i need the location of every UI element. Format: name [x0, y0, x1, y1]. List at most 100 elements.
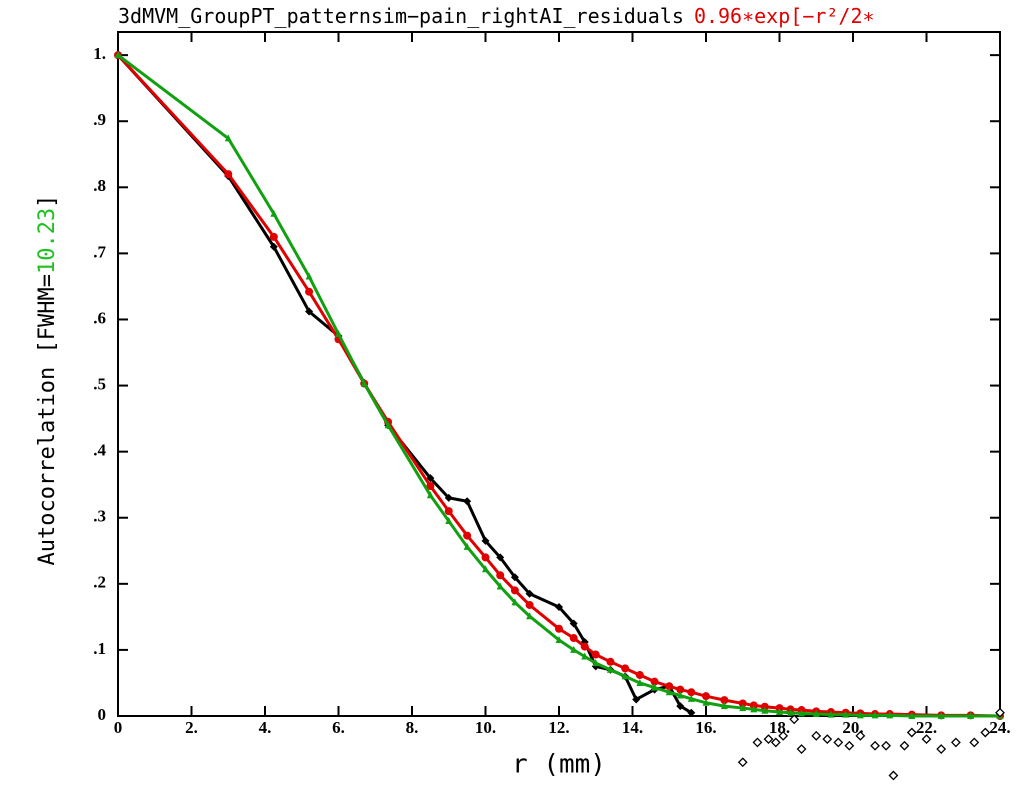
point — [812, 710, 820, 718]
point — [980, 727, 991, 738]
x-tick-label: 10. — [475, 718, 496, 737]
point — [687, 688, 696, 697]
point — [481, 536, 490, 545]
point — [269, 232, 278, 241]
point — [937, 712, 945, 719]
point — [526, 612, 534, 620]
point — [606, 657, 615, 666]
chart-title: 3dMVM_GroupPT_patternsim−pain_rightAI_re… — [118, 4, 875, 28]
fwhm-value: 10.23 — [35, 208, 60, 274]
point — [496, 553, 505, 562]
point — [305, 272, 313, 280]
point — [881, 740, 891, 751]
point — [463, 497, 472, 506]
point — [798, 709, 806, 717]
y-tick-label: .5 — [93, 374, 106, 393]
plot-frame — [117, 31, 1001, 717]
point — [445, 517, 453, 525]
point — [636, 678, 644, 686]
y-tick-label: .2 — [93, 573, 106, 592]
point — [482, 565, 489, 573]
y-axis-label: Autocorrelation [FWHM=10.23] — [35, 195, 60, 566]
point — [796, 744, 807, 754]
point — [676, 702, 685, 711]
point — [511, 598, 519, 606]
point — [496, 571, 505, 580]
y-tick-label: .3 — [93, 507, 106, 526]
point — [463, 531, 472, 540]
y-tick-label: 0 — [98, 705, 107, 724]
point — [827, 710, 835, 718]
y-label-text: Autocorrelation [FWHM= — [35, 274, 60, 565]
point — [950, 737, 961, 748]
point — [463, 542, 471, 550]
point — [763, 734, 774, 745]
point — [967, 712, 975, 719]
point — [761, 706, 769, 714]
point — [224, 170, 233, 179]
point — [525, 600, 534, 609]
point — [270, 209, 278, 217]
x-tick-label: 24. — [989, 718, 1010, 737]
point — [906, 727, 917, 738]
point — [665, 688, 673, 696]
point — [856, 711, 864, 719]
point — [632, 695, 641, 704]
point — [360, 379, 368, 387]
point — [936, 744, 947, 754]
point — [737, 757, 748, 768]
point — [770, 737, 781, 748]
point — [855, 730, 866, 741]
point — [384, 421, 392, 429]
point — [702, 692, 710, 701]
point — [687, 708, 696, 717]
point — [870, 740, 880, 751]
x-tick-label: 0 — [114, 718, 123, 737]
x-tick-label: 6. — [332, 718, 345, 737]
point — [569, 619, 578, 628]
point — [676, 691, 684, 699]
y-tick-label: .7 — [93, 242, 106, 261]
point — [621, 664, 630, 673]
point — [833, 737, 844, 748]
point — [224, 134, 232, 142]
point — [738, 699, 747, 708]
series-line — [116, 54, 693, 714]
point — [871, 711, 879, 719]
point — [621, 672, 629, 680]
point — [305, 307, 314, 316]
point — [114, 51, 122, 59]
y-tick-label: 1. — [93, 44, 106, 63]
point — [842, 710, 850, 718]
point — [581, 652, 589, 660]
point — [787, 708, 795, 716]
y-label-end: ] — [35, 195, 60, 208]
y-tick-label: .8 — [93, 176, 106, 195]
point — [591, 650, 600, 659]
point — [555, 602, 563, 611]
series-line — [117, 53, 1000, 718]
point — [921, 734, 932, 745]
x-tick-label: 14. — [622, 718, 643, 737]
point — [592, 659, 600, 667]
point — [750, 705, 758, 713]
point — [778, 730, 789, 741]
point — [995, 707, 1005, 718]
point — [426, 474, 435, 483]
point — [651, 683, 659, 691]
point — [606, 665, 614, 673]
point — [908, 712, 916, 719]
x-tick-label: 4. — [259, 718, 272, 737]
point — [510, 573, 519, 582]
fit-formula: 0.96∗exp[−r²/2∗ — [694, 4, 875, 28]
x-tick-label: 20. — [842, 718, 863, 737]
point — [496, 582, 504, 590]
point — [687, 694, 695, 702]
y-tick-label: .1 — [93, 639, 106, 658]
title-text: 3dMVM_GroupPT_patternsim−pain_rightAI_re… — [118, 4, 684, 28]
point — [635, 671, 644, 680]
point — [555, 624, 563, 633]
point — [811, 730, 822, 741]
